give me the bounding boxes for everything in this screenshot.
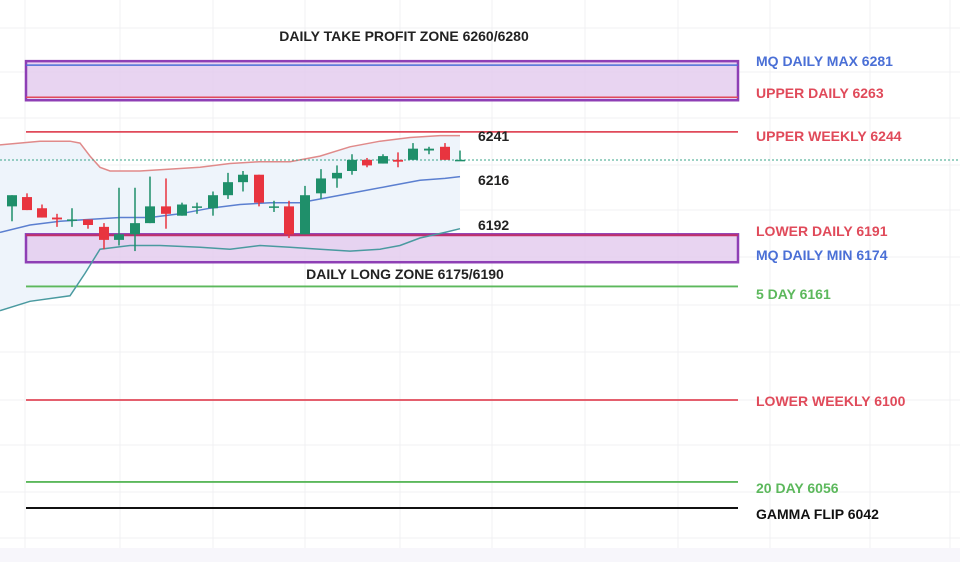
candle-down [52,217,62,220]
lower-weekly-label: LOWER WEEKLY 6100 [756,393,906,409]
candle-up [177,204,187,216]
20-day-label: 20 DAY 6056 [756,480,839,496]
candle-up [316,178,326,194]
bollinger-mid-line [0,175,461,234]
candle-down [99,226,109,240]
candle-down [440,146,450,160]
candle-up [130,223,140,235]
candle-down [362,159,372,166]
candle-up [300,195,310,235]
lower-daily-label: LOWER DAILY 6191 [756,223,888,239]
candle-down [393,159,403,162]
candle-down [83,219,93,225]
candle-up [192,206,202,208]
candle-up [408,148,418,160]
candle-up [223,182,233,196]
band-mid-value: 6216 [478,172,509,188]
candle-up [67,219,77,221]
bottom-strip [0,548,960,562]
levels-layer [26,130,738,510]
candle-down [284,206,294,235]
upper-weekly-label: UPPER WEEKLY 6244 [756,128,902,144]
candle-up [269,206,279,208]
labels-layer: MQ DAILY MAX 6281 UPPER DAILY 6263 UPPER W… [279,28,905,522]
5-day-label: 5 DAY 6161 [756,286,831,302]
candle-up [347,159,357,171]
candle-down [22,197,32,211]
zones-layer [24,59,740,264]
mq-daily-min-label: MQ DAILY MIN 6174 [756,247,888,263]
candle-up [114,234,124,240]
bollinger-band-fill [0,135,460,311]
take-profit-zone-title: DAILY TAKE PROFIT ZONE 6260/6280 [279,28,529,44]
candle-down [254,174,264,203]
band-lower-value: 6192 [478,217,509,233]
candle-up [455,159,465,162]
candle-down [161,206,171,214]
bollinger-lower-line [0,227,461,312]
candle-up [208,195,218,209]
candle-up [145,206,155,224]
candle-up [378,156,388,164]
upper-daily-label: UPPER DAILY 6263 [756,85,884,101]
bollinger-upper-line [0,134,460,172]
candles-layer [7,143,465,252]
band-upper-value: 6241 [478,128,509,144]
candle-up [332,172,342,179]
candle-down [37,208,47,218]
long-zone-title: DAILY LONG ZONE 6175/6190 [306,266,504,282]
daily-take-profit-zone [24,59,740,102]
mq-daily-max-label: MQ DAILY MAX 6281 [756,53,893,69]
candle-up [424,148,434,151]
candle-up [238,174,248,183]
gamma-flip-label: GAMMA FLIP 6042 [756,506,879,522]
candle-up [7,195,17,207]
